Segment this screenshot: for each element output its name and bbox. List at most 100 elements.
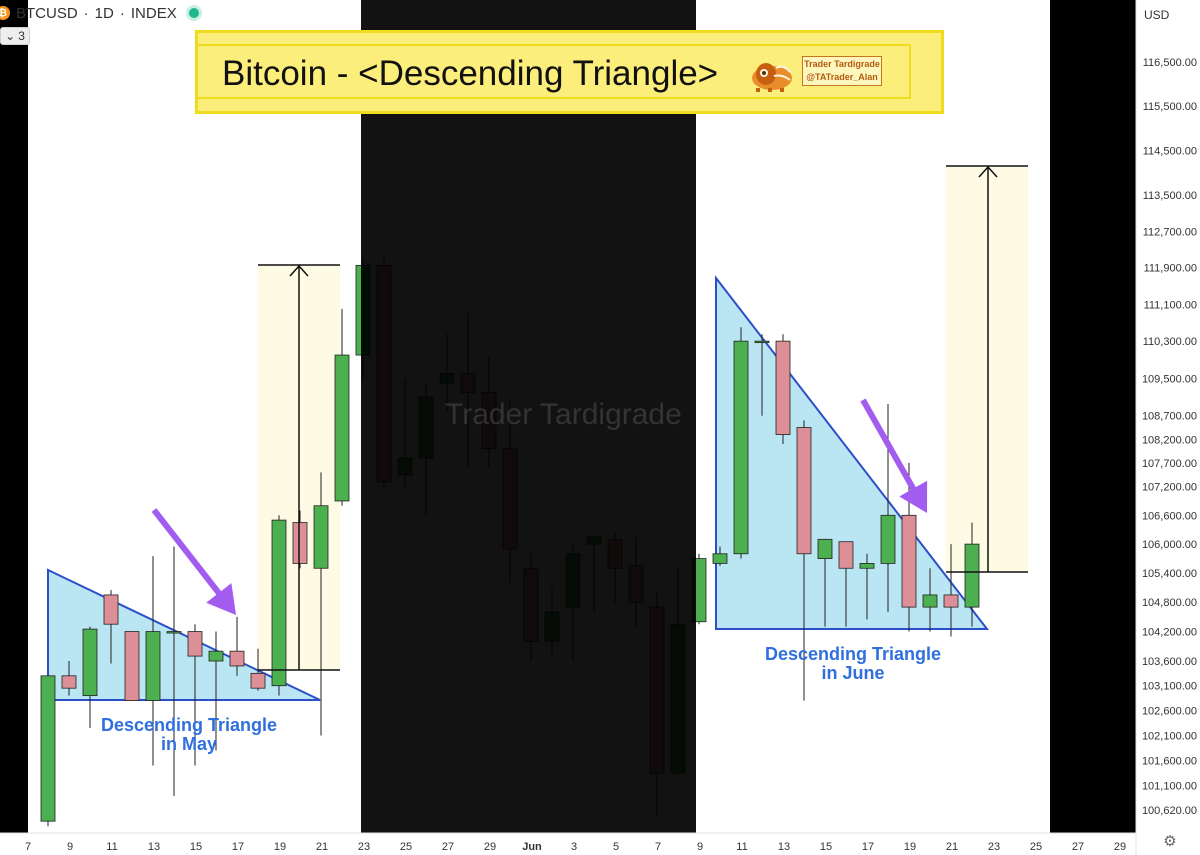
chart-title: Bitcoin - <Descending Triangle> — [222, 54, 719, 93]
candle-11 — [271, 515, 287, 696]
y-tick-label: 111,100.00 — [1144, 299, 1197, 311]
y-tick-label: 108,700.00 — [1142, 411, 1197, 423]
candle-34 — [754, 334, 770, 416]
candle-36 — [796, 420, 812, 701]
candle-body-down — [775, 340, 791, 435]
exchange-label: INDEX — [130, 4, 177, 22]
candle-body-down — [901, 514, 917, 608]
x-tick-label: 11 — [106, 841, 117, 853]
candle-35 — [775, 334, 791, 444]
x-tick-label: 15 — [190, 841, 202, 853]
candle-body-up — [859, 563, 875, 569]
candle-body-up — [922, 594, 938, 608]
june-target-box — [946, 166, 1028, 572]
candle-42 — [922, 568, 938, 632]
candle-body-up — [733, 340, 749, 555]
candle-body-down — [229, 650, 245, 667]
x-tick-label: 11 — [736, 841, 747, 853]
candle-body-down — [61, 675, 77, 689]
candle-body-down — [187, 631, 203, 657]
y-tick-label: 109,500.00 — [1142, 373, 1197, 385]
candle-body-up — [817, 538, 833, 559]
interval-label[interactable]: 1D — [94, 4, 114, 22]
x-tick-label: 13 — [148, 841, 160, 853]
candle-body-down — [124, 631, 140, 701]
y-tick-label: 108,200.00 — [1142, 434, 1197, 446]
candle-body-up — [313, 505, 329, 569]
candle-body-up — [964, 543, 980, 608]
candle-8 — [208, 631, 224, 751]
candle-44 — [964, 522, 980, 627]
watermark-text: Trader Tardigrade — [445, 398, 682, 431]
header-separator: · — [83, 4, 89, 22]
currency-selector[interactable]: USD — [1144, 8, 1170, 22]
june-label-line2: in June — [821, 663, 885, 683]
candle-13 — [313, 472, 329, 736]
june-label-line1: Descending Triangle — [764, 644, 942, 664]
x-tick-label: 21 — [946, 841, 958, 853]
title-banner-frame — [196, 44, 911, 99]
candle-12 — [292, 510, 308, 569]
y-tick-label: 100,620.00 — [1142, 805, 1197, 817]
x-tick-label: 29 — [1114, 841, 1126, 853]
candle-4 — [124, 631, 140, 701]
x-tick-label: 13 — [778, 841, 790, 853]
brand-handle: @TATrader_Alan — [806, 72, 878, 82]
x-tick-label: 25 — [400, 841, 412, 853]
y-tick-label: 116,500.00 — [1143, 57, 1197, 69]
x-tick-label: 29 — [484, 841, 496, 853]
symbol-label[interactable]: BTCUSD — [16, 4, 78, 22]
may-triangle-label: Descending Triangle in May — [94, 716, 284, 754]
candle-body-up — [208, 650, 224, 662]
y-tick-label: 105,400.00 — [1142, 568, 1197, 580]
x-tick-label: 9 — [697, 841, 703, 853]
candle-38 — [838, 541, 854, 627]
y-tick-label: 104,200.00 — [1142, 627, 1197, 639]
middle-dark-overlay — [361, 0, 696, 833]
candle-39 — [859, 553, 875, 620]
x-tick-label: 27 — [442, 841, 454, 853]
chevron-down-icon: ⌄ — [5, 29, 16, 43]
candle-body-down — [838, 541, 854, 569]
candle-9 — [229, 616, 245, 676]
gear-icon[interactable]: ⚙ — [1163, 833, 1177, 850]
x-axis-background — [0, 833, 1136, 855]
left-dark-panel — [0, 0, 28, 833]
x-tick-label: 15 — [820, 841, 832, 853]
y-tick-label: 111,900.00 — [1144, 263, 1197, 275]
x-tick-label: 17 — [232, 841, 244, 853]
x-tick-label: 7 — [25, 841, 31, 853]
brand-badge: Trader Tardigrade @TATrader_Alan — [802, 56, 882, 86]
header-separator: · — [119, 4, 125, 22]
candle-0 — [40, 675, 56, 827]
june-breakout-arrow — [860, 398, 928, 513]
y-tick-label: 106,000.00 — [1142, 539, 1197, 551]
y-axis-background — [1136, 0, 1200, 855]
x-tick-label: 23 — [988, 841, 1000, 853]
x-tick-label: 25 — [1030, 841, 1042, 853]
candle-body-up — [712, 553, 728, 564]
y-tick-label: 104,800.00 — [1142, 597, 1197, 609]
x-tick-label: 17 — [862, 841, 874, 853]
candle-body-up — [82, 628, 98, 697]
brand-name: Trader Tardigrade — [804, 59, 880, 69]
candle-body-down — [250, 672, 266, 689]
candle-body-down — [292, 522, 308, 564]
june-measured-move — [946, 165, 1028, 573]
x-tick-label: 19 — [904, 841, 916, 853]
market-status-dot — [188, 8, 199, 18]
candle-body-up — [145, 631, 161, 701]
candle-body-down — [943, 594, 959, 608]
candle-body-down — [103, 594, 119, 625]
candle-43 — [943, 544, 959, 637]
may-label-line2: in May — [160, 734, 217, 754]
x-tick-label: 3 — [571, 841, 577, 853]
candle-body-up — [40, 675, 56, 822]
tardigrade-logo-icon — [752, 63, 792, 92]
y-tick-label: 113,500.00 — [1143, 190, 1197, 202]
collapse-indicators-button[interactable]: ⌄ 3 — [0, 27, 30, 45]
candle-body-up — [754, 340, 770, 344]
y-tick-label: 112,700.00 — [1143, 226, 1197, 238]
y-tick-label: 102,600.00 — [1142, 706, 1197, 718]
